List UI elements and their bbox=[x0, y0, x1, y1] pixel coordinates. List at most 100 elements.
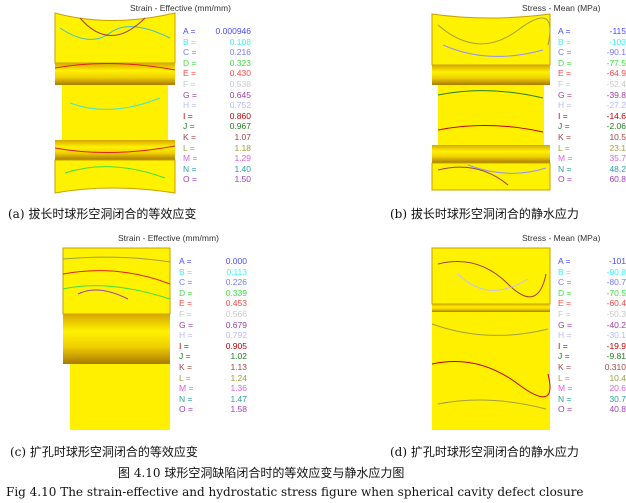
legend-key: E = bbox=[558, 68, 571, 79]
legend-value: -90.1 bbox=[606, 47, 626, 58]
legend-key: A = bbox=[558, 256, 571, 266]
legend-key: F = bbox=[183, 79, 196, 89]
caption-a: (a) 拔长时球形空洞闭合的等效应变 bbox=[8, 207, 197, 221]
legend-key: D = bbox=[183, 57, 197, 68]
legend-row: A = 0.000 bbox=[179, 256, 247, 266]
legend-key: H = bbox=[558, 100, 572, 111]
legend-row: K = 10.5 bbox=[558, 132, 626, 142]
legend-value: 0.967 bbox=[229, 121, 251, 132]
legend-key: N = bbox=[183, 163, 197, 174]
legend-value: 1.47 bbox=[230, 393, 247, 404]
legend-key: L = bbox=[183, 142, 195, 153]
legend-row: C = -90.1 bbox=[558, 47, 626, 57]
legend-value: -50.3 bbox=[606, 309, 626, 319]
legend-row: M = 35.7 bbox=[558, 153, 626, 163]
plot-title: Stress - Mean (MPa) bbox=[522, 3, 601, 13]
legend-value: 1.18 bbox=[234, 142, 251, 153]
legend-value: 0.538 bbox=[229, 79, 251, 89]
legend-value: 0.000946 bbox=[215, 26, 251, 36]
legend-row: J = 1.02 bbox=[179, 351, 247, 361]
legend-key: D = bbox=[558, 57, 572, 68]
legend-value: -14.6 bbox=[606, 110, 626, 121]
legend-key: E = bbox=[558, 298, 571, 309]
legend-key: J = bbox=[558, 121, 570, 132]
contour-plot-d bbox=[431, 247, 551, 430]
legend-row: O = 60.8 bbox=[558, 174, 626, 184]
legend-value: -2.06 bbox=[606, 121, 626, 132]
legend-key: O = bbox=[558, 174, 572, 185]
legend-row: A = 0.000946 bbox=[183, 26, 251, 36]
legend-row: N = 30.7 bbox=[558, 394, 626, 404]
legend-row: H = -27.2 bbox=[558, 100, 626, 110]
legend-key: H = bbox=[558, 330, 572, 341]
legend-value: 20.6 bbox=[609, 383, 626, 394]
legend-row: B = 0.108 bbox=[183, 37, 251, 47]
legend-key: K = bbox=[183, 132, 196, 142]
legend-value: -52.4 bbox=[606, 79, 626, 89]
legend-key: N = bbox=[558, 393, 572, 404]
legend-key: F = bbox=[558, 309, 571, 319]
legend-value: 48.2 bbox=[609, 163, 626, 174]
legend-value: 0.310 bbox=[604, 362, 626, 372]
legend-value: 10.4 bbox=[609, 372, 626, 383]
legend-row: J = 0.967 bbox=[183, 121, 251, 131]
legend-row: L = 1.24 bbox=[179, 373, 247, 383]
legend-key: G = bbox=[183, 89, 197, 100]
legend-row: G = 0.645 bbox=[183, 90, 251, 100]
legend-row: B = -103 bbox=[558, 37, 626, 47]
legend-value: 0.226 bbox=[225, 277, 247, 288]
legend-row: I = 0.860 bbox=[183, 111, 251, 121]
plot-title: Stress - Mean (MPa) bbox=[522, 233, 601, 243]
figure-caption-cn: 图 4.10 球形空洞缺陷闭合时的等效应变与静水应力图 bbox=[118, 466, 405, 480]
legend-row: E = -64.9 bbox=[558, 68, 626, 78]
legend-value: -19.9 bbox=[606, 340, 626, 351]
legend-value: 0.752 bbox=[229, 100, 251, 111]
legend-value: 30.7 bbox=[609, 393, 626, 404]
legend-row: J = -2.06 bbox=[558, 121, 626, 131]
legend-key: E = bbox=[183, 68, 196, 79]
legend-value: 1.40 bbox=[234, 163, 251, 174]
legend-row: D = 0.339 bbox=[179, 288, 247, 298]
legend-value: 40.8 bbox=[609, 404, 626, 415]
caption-b: (b) 拔长时球形空洞闭合的静水应力 bbox=[390, 207, 579, 221]
legend-row: L = 10.4 bbox=[558, 373, 626, 383]
legend-key: F = bbox=[558, 79, 571, 89]
legend-value: 0.323 bbox=[229, 57, 251, 68]
legend-key: C = bbox=[179, 277, 193, 288]
legend-value: -64.9 bbox=[606, 68, 626, 79]
legend-key: M = bbox=[183, 153, 198, 164]
legend-key: E = bbox=[179, 298, 192, 309]
legend-row: N = 1.47 bbox=[179, 394, 247, 404]
legend-key: K = bbox=[558, 132, 571, 142]
legend-value: 60.8 bbox=[609, 174, 626, 185]
legend-row: I = -14.6 bbox=[558, 111, 626, 121]
legend-value: -39.8 bbox=[606, 89, 626, 100]
legend-row: A = -115 bbox=[558, 26, 626, 36]
legend-row: K = 1.13 bbox=[179, 362, 247, 372]
plot-title: Strain - Effective (mm/mm) bbox=[118, 233, 219, 243]
legend-key: I = bbox=[183, 110, 193, 121]
legend-value: 0.216 bbox=[229, 47, 251, 58]
legend-key: M = bbox=[558, 153, 573, 164]
legend-key: L = bbox=[558, 142, 570, 153]
legend-value: 0.792 bbox=[225, 330, 247, 341]
legend-value: -90.8 bbox=[606, 266, 626, 277]
legend-value: -40.2 bbox=[606, 319, 626, 330]
legend-key: N = bbox=[558, 163, 572, 174]
legend-row: F = -52.4 bbox=[558, 79, 626, 89]
legend-value: 0.108 bbox=[229, 36, 251, 47]
legend-row: C = 0.226 bbox=[179, 277, 247, 287]
legend-value: 0.113 bbox=[226, 266, 247, 277]
legend-key: D = bbox=[179, 287, 193, 298]
legend-row: D = -70.5 bbox=[558, 288, 626, 298]
legend-row: F = 0.566 bbox=[179, 309, 247, 319]
legend-key: D = bbox=[558, 287, 572, 298]
legend-key: K = bbox=[558, 362, 571, 372]
legend-value: -77.5 bbox=[606, 57, 626, 68]
legend-row: N = 48.2 bbox=[558, 164, 626, 174]
legend-value: 1.07 bbox=[234, 132, 251, 142]
legend-row: O = 1.50 bbox=[183, 174, 251, 184]
legend-row: J = -9.81 bbox=[558, 351, 626, 361]
legend-key: O = bbox=[179, 404, 193, 415]
legend-key: L = bbox=[179, 372, 191, 383]
